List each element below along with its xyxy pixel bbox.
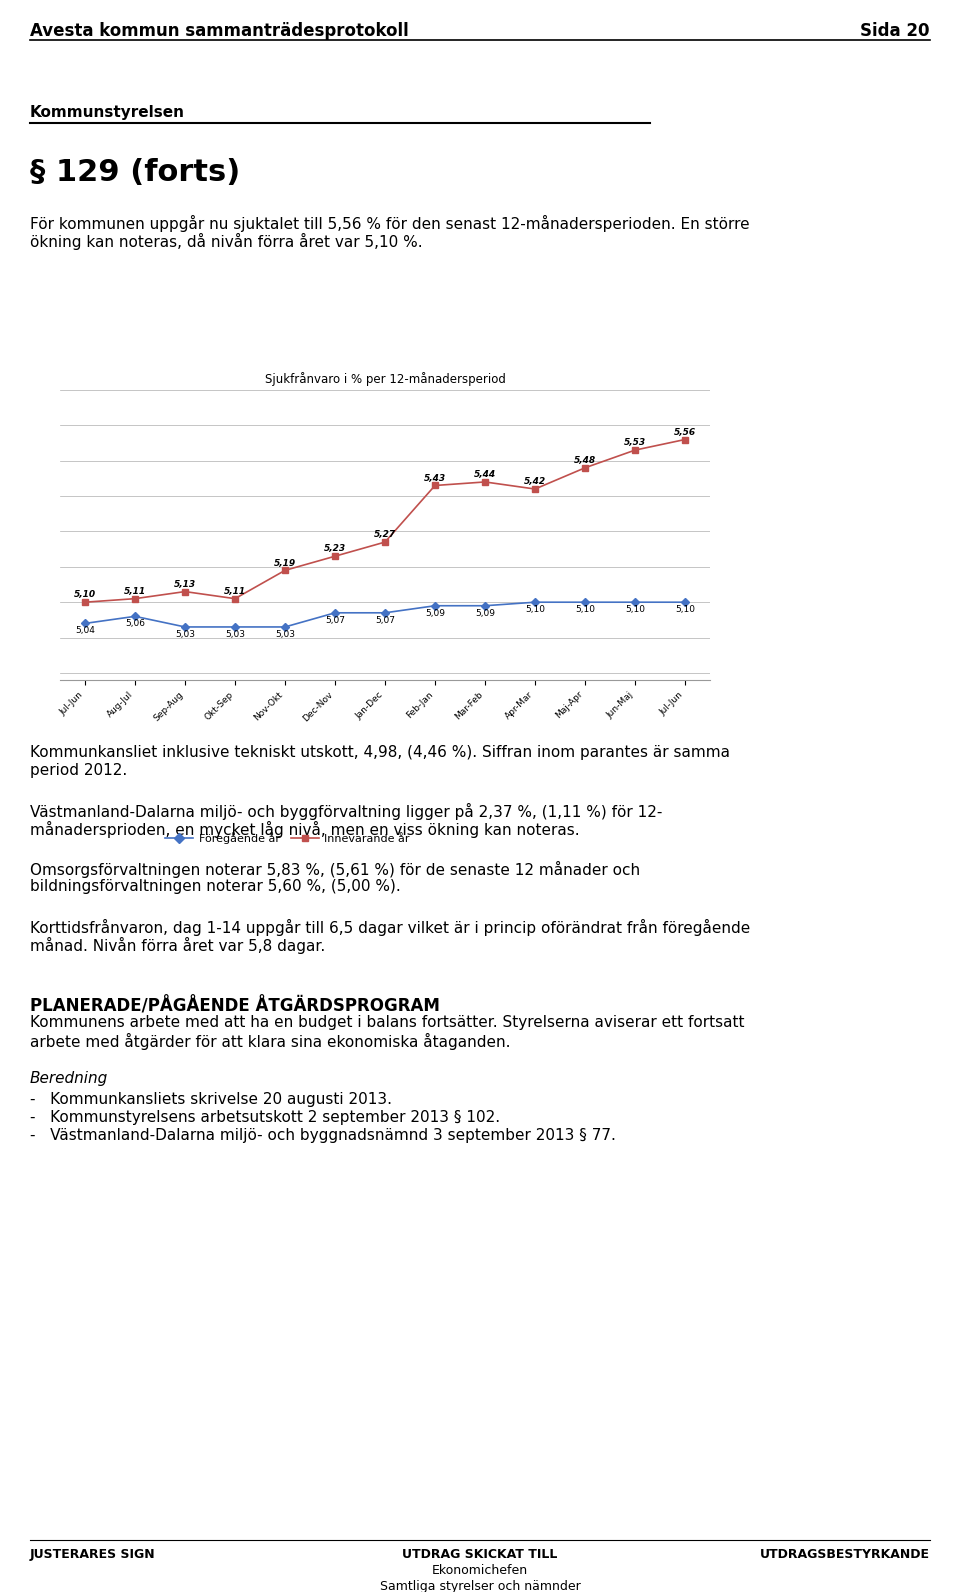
Text: JUSTERARES SIGN: JUSTERARES SIGN bbox=[30, 1547, 156, 1562]
Line: Föregående år: Föregående år bbox=[83, 600, 687, 630]
Text: Kommunkansliet inklusive tekniskt utskott, 4,98, (4,46 %). Siffran inom parantes: Kommunkansliet inklusive tekniskt utskot… bbox=[30, 745, 730, 759]
Text: 5,03: 5,03 bbox=[275, 630, 295, 638]
Föregående år bbox=[680, 592, 691, 611]
Innevarande år bbox=[579, 458, 590, 478]
Text: § 129 (forts): § 129 (forts) bbox=[30, 158, 240, 186]
Text: 5,13: 5,13 bbox=[174, 579, 196, 589]
Text: -   Kommunstyrelsens arbetsutskott 2 september 2013 § 102.: - Kommunstyrelsens arbetsutskott 2 septe… bbox=[30, 1110, 500, 1126]
Line: Innevarande år: Innevarande år bbox=[83, 436, 687, 605]
Text: 5,06: 5,06 bbox=[125, 619, 145, 629]
Text: 5,10: 5,10 bbox=[675, 605, 695, 615]
Text: Kommunens arbete med att ha en budget i balans fortsätter. Styrelserna aviserar : Kommunens arbete med att ha en budget i … bbox=[30, 1016, 745, 1030]
Text: 5,04: 5,04 bbox=[75, 626, 95, 635]
Text: Korttidsfrånvaron, dag 1-14 uppgår till 6,5 dagar vilket är i princip oförändrat: Korttidsfrånvaron, dag 1-14 uppgår till … bbox=[30, 919, 751, 936]
Title: Sjukfrånvaro i % per 12-månadersperiod: Sjukfrånvaro i % per 12-månadersperiod bbox=[265, 373, 505, 385]
Legend: Föregående år, Innevarande år: Föregående år, Innevarande år bbox=[161, 828, 414, 849]
Text: 5,19: 5,19 bbox=[274, 559, 296, 567]
Föregående år bbox=[80, 615, 91, 634]
Text: 5,07: 5,07 bbox=[325, 616, 345, 624]
Text: -   Västmanland-Dalarna miljö- och byggnadsnämnd 3 september 2013 § 77.: - Västmanland-Dalarna miljö- och byggnad… bbox=[30, 1129, 616, 1143]
Text: 5,10: 5,10 bbox=[74, 591, 96, 599]
Text: period 2012.: period 2012. bbox=[30, 763, 128, 778]
Text: Beredning: Beredning bbox=[30, 1071, 108, 1086]
Text: arbete med åtgärder för att klara sina ekonomiska åtaganden.: arbete med åtgärder för att klara sina e… bbox=[30, 1033, 511, 1051]
Föregående år bbox=[429, 595, 441, 615]
Text: 5,44: 5,44 bbox=[474, 470, 496, 479]
Föregående år bbox=[379, 603, 391, 622]
Text: 5,07: 5,07 bbox=[375, 616, 395, 624]
Text: 5,10: 5,10 bbox=[525, 605, 545, 615]
Text: UTDRAGSBESTYRKANDE: UTDRAGSBESTYRKANDE bbox=[760, 1547, 930, 1562]
Text: 5,03: 5,03 bbox=[175, 630, 195, 638]
Text: 5,10: 5,10 bbox=[625, 605, 645, 615]
Text: 5,27: 5,27 bbox=[374, 530, 396, 540]
Text: 5,23: 5,23 bbox=[324, 544, 346, 554]
Text: Ekonomichefen: Ekonomichefen bbox=[432, 1563, 528, 1578]
Föregående år bbox=[180, 618, 191, 637]
Text: månadersprioden, en mycket låg nivå, men en viss ökning kan noteras.: månadersprioden, en mycket låg nivå, men… bbox=[30, 821, 580, 837]
Innevarande år bbox=[130, 589, 141, 608]
Text: 5,53: 5,53 bbox=[624, 438, 646, 447]
Text: UTDRAG SKICKAT TILL: UTDRAG SKICKAT TILL bbox=[402, 1547, 558, 1562]
Text: månad. Nivån förra året var 5,8 dagar.: månad. Nivån förra året var 5,8 dagar. bbox=[30, 938, 325, 954]
Text: bildningsförvaltningen noterar 5,60 %, (5,00 %).: bildningsförvaltningen noterar 5,60 %, (… bbox=[30, 879, 400, 895]
Text: 5,42: 5,42 bbox=[524, 478, 546, 486]
Föregående år bbox=[479, 595, 491, 615]
Text: 5,11: 5,11 bbox=[124, 587, 146, 595]
Innevarande år bbox=[329, 546, 341, 565]
Innevarande år bbox=[279, 560, 291, 579]
Innevarande år bbox=[80, 592, 91, 611]
Text: För kommunen uppgår nu sjuktalet till 5,56 % för den senast 12-månadersperioden.: För kommunen uppgår nu sjuktalet till 5,… bbox=[30, 215, 750, 232]
Föregående år bbox=[229, 618, 241, 637]
Föregående år bbox=[579, 592, 590, 611]
Text: Sida 20: Sida 20 bbox=[860, 22, 930, 40]
Text: Kommunstyrelsen: Kommunstyrelsen bbox=[30, 105, 185, 119]
Text: 5,11: 5,11 bbox=[224, 587, 246, 595]
Text: PLANERADE/PÅGÅENDE ÅTGÄRDSPROGRAM: PLANERADE/PÅGÅENDE ÅTGÄRDSPROGRAM bbox=[30, 997, 440, 1016]
Text: Avesta kommun sammanträdesprotokoll: Avesta kommun sammanträdesprotokoll bbox=[30, 22, 409, 40]
Föregående år bbox=[130, 607, 141, 626]
Text: 5,56: 5,56 bbox=[674, 428, 696, 436]
Innevarande år bbox=[229, 589, 241, 608]
Text: Västmanland-Dalarna miljö- och byggförvaltning ligger på 2,37 %, (1,11 %) för 12: Västmanland-Dalarna miljö- och byggförva… bbox=[30, 802, 662, 820]
Innevarande år bbox=[529, 479, 540, 498]
Text: 5,48: 5,48 bbox=[574, 455, 596, 465]
Innevarande år bbox=[479, 473, 491, 492]
Text: 5,09: 5,09 bbox=[425, 608, 445, 618]
Text: 5,03: 5,03 bbox=[225, 630, 245, 638]
Föregående år bbox=[329, 603, 341, 622]
Innevarande år bbox=[429, 476, 441, 495]
Innevarande år bbox=[629, 441, 640, 460]
Föregående år bbox=[629, 592, 640, 611]
Text: Samtliga styrelser och nämnder: Samtliga styrelser och nämnder bbox=[379, 1579, 581, 1592]
Innevarande år bbox=[680, 430, 691, 449]
Text: 5,10: 5,10 bbox=[575, 605, 595, 615]
Text: 5,43: 5,43 bbox=[424, 474, 446, 482]
Innevarande år bbox=[379, 532, 391, 551]
Föregående år bbox=[529, 592, 540, 611]
Text: Omsorgsförvaltningen noterar 5,83 %, (5,61 %) för de senaste 12 månader och: Omsorgsförvaltningen noterar 5,83 %, (5,… bbox=[30, 861, 640, 879]
Text: 5,09: 5,09 bbox=[475, 608, 495, 618]
Text: ökning kan noteras, då nivån förra året var 5,10 %.: ökning kan noteras, då nivån förra året … bbox=[30, 232, 422, 250]
Innevarande år bbox=[180, 583, 191, 602]
Föregående år bbox=[279, 618, 291, 637]
Text: -   Kommunkansliets skrivelse 20 augusti 2013.: - Kommunkansliets skrivelse 20 augusti 2… bbox=[30, 1092, 392, 1106]
